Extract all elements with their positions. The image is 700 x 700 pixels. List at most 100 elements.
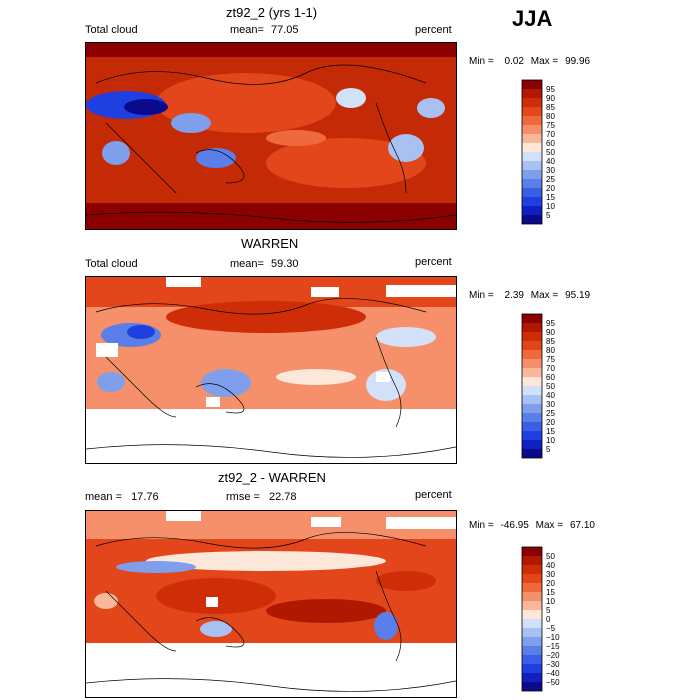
colorbar-swatch [522, 350, 542, 359]
colorbar-tick-label: 75 [546, 121, 555, 130]
panel1-colorbar: 95 90 85 80 75 70 60 50 40 30 25 20 15 10 5 [520, 78, 580, 226]
panel3-min-value: -46.95 [500, 520, 529, 531]
panel2-max-value: 95.19 [565, 290, 591, 301]
panel1-title: zt92_2 (yrs 1-1) [226, 5, 318, 20]
colorbar-tick-label: −50 [546, 678, 560, 687]
colorbar-tick-label: 70 [546, 130, 555, 139]
colorbar-tick-label: 15 [546, 427, 555, 436]
panel3-title: zt92_2 - WARREN [218, 470, 326, 485]
panel2-map [85, 276, 457, 464]
colorbar-swatch [522, 655, 542, 664]
colorbar-swatch [522, 628, 542, 637]
colorbar-swatch [522, 565, 542, 574]
colorbar-swatch [522, 161, 542, 170]
colorbar-tick-label: 10 [546, 597, 555, 606]
panel3-map [85, 510, 457, 698]
colorbar-swatch [522, 359, 542, 368]
panel1-max-key: Max = [530, 56, 559, 67]
colorbar-tick-label: 20 [546, 579, 555, 588]
colorbar-swatch [522, 80, 542, 89]
colorbar-tick-label: 70 [546, 364, 555, 373]
colorbar-tick-label: 80 [546, 346, 555, 355]
colorbar-swatch [522, 404, 542, 413]
colorbar-tick-label: 10 [546, 436, 555, 445]
colorbar-swatch [522, 610, 542, 619]
panel1-min-value: 0.02 [504, 56, 524, 67]
colorbar-swatch [522, 89, 542, 98]
colorbar-tick-label: 15 [546, 193, 555, 202]
colorbar-outline [521, 79, 543, 225]
panel2-min-value: 2.39 [504, 290, 524, 301]
panel2-min-key: Min = [469, 290, 494, 301]
colorbar-tick-label: 40 [546, 391, 555, 400]
colorbar-tick-label: 85 [546, 337, 555, 346]
colorbar-tick-label: 5 [546, 445, 551, 454]
colorbar-swatch [522, 637, 542, 646]
colorbar-swatch [522, 215, 542, 224]
colorbar-tick-label: 15 [546, 588, 555, 597]
colorbar-swatch [522, 197, 542, 206]
colorbar-swatch [522, 170, 542, 179]
panel3-mean-key: mean = [85, 491, 122, 503]
panel1-minmax: Min = 0.02 Max = 99.96 [469, 56, 590, 67]
panel2-map-field [86, 277, 456, 463]
panel2-variable-label: Total cloud [85, 258, 138, 270]
colorbar-tick-label: 30 [546, 570, 555, 579]
panel3-rmse-value: 22.78 [269, 491, 297, 503]
panel3-rmse-key: rmse = [226, 491, 260, 503]
colorbar-outline [521, 546, 543, 692]
colorbar-swatch [522, 179, 542, 188]
colorbar-swatch [522, 332, 542, 341]
panel3-min-key: Min = [469, 520, 494, 531]
colorbar-tick-label: 40 [546, 561, 555, 570]
colorbar-swatch [522, 583, 542, 592]
colorbar-tick-label: 60 [546, 373, 555, 382]
colorbar-tick-label: 40 [546, 157, 555, 166]
panel2-title: WARREN [241, 236, 299, 251]
colorbar-swatch [522, 323, 542, 332]
colorbar-swatch [522, 646, 542, 655]
colorbar-swatch [522, 206, 542, 215]
panel1-min-key: Min = [469, 56, 494, 67]
colorbar-swatch [522, 449, 542, 458]
colorbar-tick-label: −30 [546, 660, 560, 669]
colorbar-tick-label: 75 [546, 355, 555, 364]
colorbar-swatch [522, 134, 542, 143]
colorbar-tick-label: −40 [546, 669, 560, 678]
panel3-mean-label: mean = 17.76 [85, 491, 159, 503]
colorbar-tick-label: 20 [546, 184, 555, 193]
colorbar-tick-label: 50 [546, 552, 555, 561]
colorbar-swatch [522, 188, 542, 197]
colorbar-swatch [522, 116, 542, 125]
colorbar-tick-label: 20 [546, 418, 555, 427]
colorbar-swatch [522, 341, 542, 350]
panel3-colorbar: 50 40 30 20 15 10 5 0 −5 −10 −15 −20 −30 −40 −50 [520, 545, 580, 693]
colorbar-tick-label: 0 [546, 615, 551, 624]
panel3-units-label: percent [415, 489, 452, 501]
colorbar-swatch [522, 143, 542, 152]
colorbar-tick-label: 30 [546, 166, 555, 175]
colorbar-swatch [522, 619, 542, 628]
panel3-minmax: Min = -46.95 Max = 67.10 [469, 520, 595, 531]
colorbar-tick-label: 50 [546, 382, 555, 391]
panel1-map-field [86, 43, 456, 229]
colorbar-swatch [522, 556, 542, 565]
panel3-max-key: Max = [535, 520, 564, 531]
colorbar-swatch [522, 592, 542, 601]
colorbar-outline [521, 313, 543, 459]
panel2-units-label: percent [415, 256, 452, 268]
colorbar-swatch [522, 125, 542, 134]
panel1-max-value: 99.96 [565, 56, 591, 67]
panel2-max-key: Max = [530, 290, 559, 301]
panel2-mean-key: mean= [230, 258, 264, 270]
colorbar-tick-label: 10 [546, 202, 555, 211]
panel2-minmax: Min = 2.39 Max = 95.19 [469, 290, 590, 301]
colorbar-tick-label: −10 [546, 633, 560, 642]
colorbar-swatch [522, 98, 542, 107]
panel1-mean-key: mean= [230, 24, 264, 36]
colorbar-tick-label: −15 [546, 642, 560, 651]
colorbar-tick-label: 25 [546, 175, 555, 184]
